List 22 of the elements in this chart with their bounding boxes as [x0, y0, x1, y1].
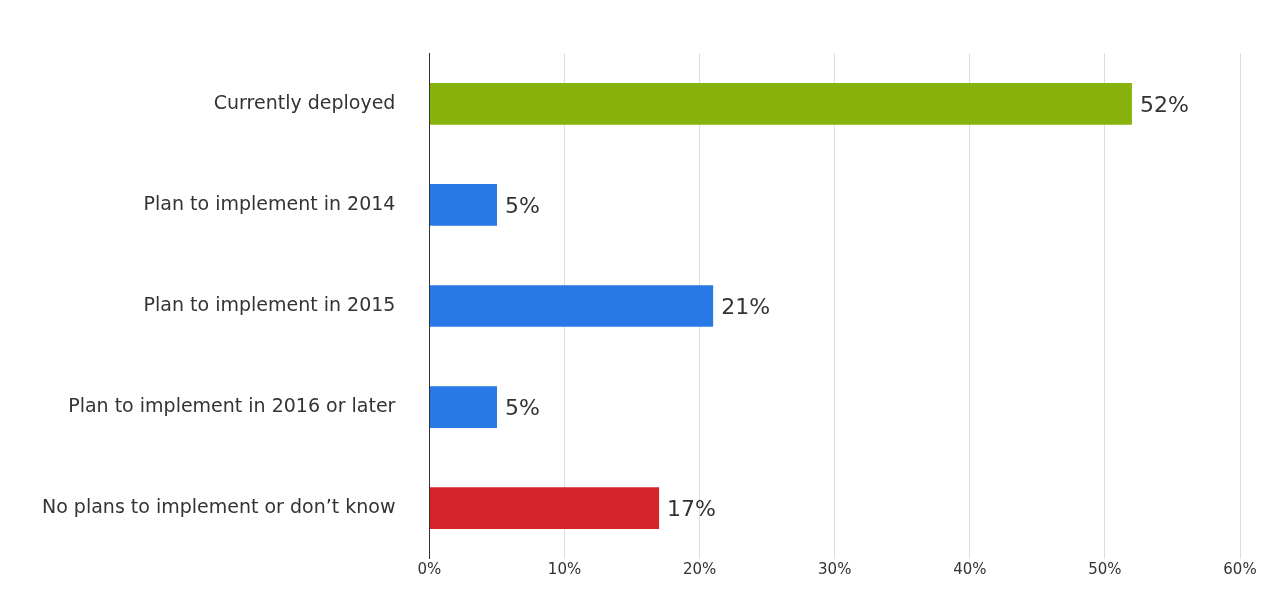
- y-tick-label: No plans to implement or don’t know: [41, 495, 396, 518]
- bar: [429, 487, 660, 529]
- bar: [429, 83, 1132, 125]
- data-label: 5%: [504, 394, 540, 420]
- data-label: 17%: [667, 495, 716, 521]
- x-tick-label: 40%: [953, 560, 987, 579]
- bar: [429, 285, 714, 327]
- y-tick-label: Plan to implement in 2016 or later: [68, 393, 396, 416]
- bar: [429, 386, 497, 428]
- x-tick-label: 10%: [547, 560, 582, 579]
- y-tick-label: Plan to implement in 2015: [143, 292, 396, 315]
- bar: [429, 184, 497, 226]
- x-tick-label: 50%: [1088, 560, 1122, 579]
- x-tick-label: 0%: [417, 560, 442, 579]
- x-tick-label: 30%: [818, 560, 852, 579]
- y-tick-label: Plan to implement in 2014: [143, 191, 396, 214]
- data-label: 5%: [504, 192, 540, 218]
- data-label: 52%: [1139, 91, 1189, 117]
- x-tick-label: 20%: [682, 560, 717, 579]
- data-label: 21%: [721, 293, 771, 319]
- y-tick-label: Currently deployed: [213, 90, 396, 113]
- x-tick-label: 60%: [1223, 560, 1257, 579]
